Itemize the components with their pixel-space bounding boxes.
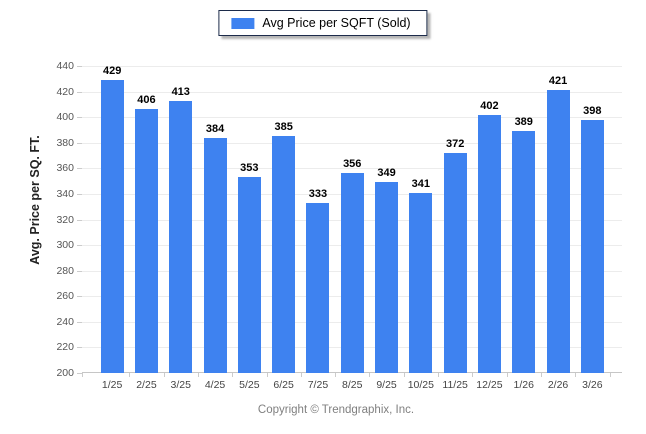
- y-tick-label: 300: [56, 239, 74, 251]
- bar-10-25[interactable]: [409, 192, 433, 373]
- x-axis-tick: [129, 373, 131, 377]
- x-tick-label: 6/25: [273, 379, 294, 391]
- y-axis-tick: [77, 245, 82, 246]
- bar-value-label: 349: [377, 167, 396, 180]
- bar-value-label: 429: [102, 65, 122, 78]
- bar-value-label: 333: [308, 187, 328, 200]
- x-axis-tick: [403, 373, 405, 377]
- bar-value-label: 341: [411, 177, 431, 190]
- bar-value-label: 406: [137, 94, 156, 107]
- y-tick-label: 280: [56, 265, 74, 277]
- bar-2-26[interactable]: [546, 90, 570, 373]
- y-tick-label: 400: [56, 111, 74, 123]
- plot-area: 200 220 240 260 280 300 320 340 360 380 400 420 440 4…: [56, 60, 622, 391]
- y-axis-tick: [77, 220, 82, 221]
- y-axis-tick: [77, 322, 82, 323]
- y-tick-label: 220: [56, 341, 74, 353]
- x-tick-label: 4/25: [204, 379, 226, 391]
- x-tick-label: 7/25: [307, 379, 329, 391]
- bar-value-label: 385: [274, 121, 293, 134]
- y-axis-tick: [77, 194, 82, 195]
- gridline: [82, 143, 622, 144]
- bar-5-25[interactable]: [237, 177, 261, 373]
- x-tick-label: 11/25: [442, 379, 468, 391]
- y-axis-tick: [77, 92, 82, 93]
- y-tick-label: 240: [56, 316, 74, 328]
- y-tick-label: 360: [56, 162, 74, 174]
- bar-value-label: 389: [514, 116, 533, 129]
- y-tick-label: 440: [56, 60, 74, 72]
- y-tick-label: 320: [56, 214, 74, 226]
- bar-value-label: 413: [171, 85, 190, 98]
- x-axis-tick: [335, 373, 337, 377]
- x-axis-tick: [232, 373, 234, 377]
- bar-11-25[interactable]: [443, 152, 467, 373]
- gridline: [82, 168, 622, 169]
- x-tick-label: 12/25: [476, 379, 503, 391]
- x-axis-tick: [506, 373, 508, 377]
- y-axis-tick: [77, 347, 82, 348]
- x-axis-tick: [266, 373, 268, 377]
- x-tick-label: 1/25: [101, 379, 123, 391]
- y-axis-tick: [77, 168, 82, 169]
- y-axis-tick: [77, 66, 82, 67]
- bar-12-25[interactable]: [477, 114, 501, 373]
- bar-1-25[interactable]: [100, 80, 124, 373]
- bar-3-26[interactable]: [580, 119, 604, 373]
- bar-value-label: 353: [240, 162, 259, 175]
- copyright-footer: Copyright © Trendgraphix, Inc.: [257, 404, 415, 416]
- x-tick-label: 3/25: [170, 379, 191, 391]
- x-tick-label: 1/26: [513, 379, 534, 391]
- bar-value-label: 421: [548, 75, 568, 88]
- x-tick-label: 8/25: [342, 379, 363, 391]
- y-axis-tick: [77, 296, 82, 297]
- x-axis-tick: [197, 373, 199, 377]
- bar-1-26[interactable]: [512, 131, 536, 373]
- bar-value-label: 384: [205, 122, 225, 135]
- bar-value-label: 398: [583, 104, 602, 117]
- gridline: [82, 92, 622, 93]
- x-tick-label: 3/26: [582, 379, 603, 391]
- gridline: [82, 66, 622, 67]
- bar-9-25[interactable]: [375, 182, 399, 373]
- bar-value-label: 402: [480, 99, 499, 112]
- x-tick-label: 2/26: [547, 379, 569, 391]
- legend: Avg Price per SQFT (Sold): [218, 10, 428, 36]
- bar-6-25[interactable]: [272, 136, 296, 373]
- y-axis-tick: [77, 271, 82, 272]
- x-axis-tick: [82, 373, 83, 377]
- bar-7-25[interactable]: [306, 202, 330, 373]
- bar-8-25[interactable]: [340, 173, 364, 373]
- y-tick-label: 200: [56, 367, 74, 379]
- legend-label: Avg Price per SQFT (Sold): [262, 16, 411, 30]
- x-tick-label: 2/25: [136, 379, 157, 391]
- bar-value-label: 356: [343, 158, 362, 171]
- bar-3-25[interactable]: [169, 100, 193, 373]
- bar-2-25[interactable]: [134, 109, 158, 373]
- x-tick-label: 5/25: [239, 379, 260, 391]
- y-tick-label: 340: [56, 188, 74, 200]
- y-tick-label: 260: [56, 290, 74, 302]
- x-tick-label: 9/25: [376, 379, 397, 391]
- x-axis-tick: [540, 373, 542, 377]
- y-axis-tick: [77, 373, 82, 374]
- legend-swatch: [231, 17, 255, 29]
- x-axis-tick: [472, 373, 474, 377]
- y-axis-tick: [77, 117, 82, 118]
- y-axis-tick: [77, 143, 82, 144]
- x-axis-tick: [575, 373, 577, 377]
- x-axis-tick: [369, 373, 371, 377]
- x-axis-tick: [300, 373, 302, 377]
- y-tick-label: 380: [56, 137, 74, 149]
- x-axis-tick: [438, 373, 439, 377]
- x-axis-tick: [163, 373, 165, 377]
- x-axis-tick: [609, 373, 611, 377]
- gridline: [82, 117, 622, 118]
- y-tick-label: 420: [56, 86, 74, 98]
- x-tick-label: 10/25: [407, 379, 434, 391]
- bar-value-label: 372: [445, 137, 465, 150]
- bar-4-25[interactable]: [203, 137, 227, 373]
